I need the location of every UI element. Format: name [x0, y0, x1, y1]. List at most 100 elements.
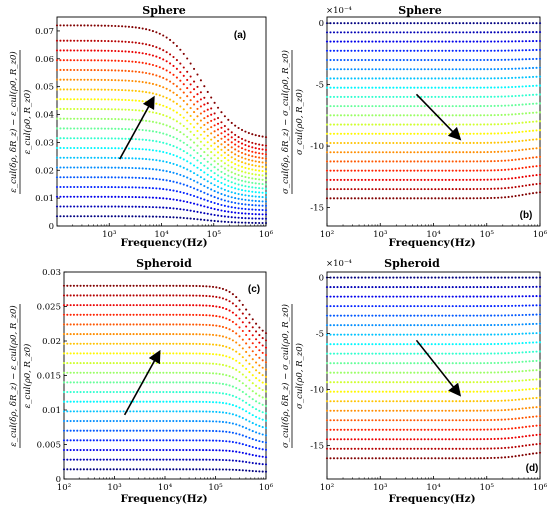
data-point: [486, 169, 489, 172]
data-point: [406, 40, 409, 43]
data-point: [97, 147, 100, 150]
data-point: [162, 151, 165, 154]
data-point: [172, 64, 175, 68]
data-point: [507, 408, 510, 411]
data-point: [203, 205, 206, 208]
data-point: [388, 114, 391, 117]
data-point: [165, 468, 168, 471]
data-point: [168, 400, 172, 403]
data-point: [325, 362, 329, 365]
data-point: [235, 396, 238, 399]
data-point: [395, 343, 398, 346]
data-point: [458, 105, 461, 108]
data-point: [444, 77, 447, 80]
data-point: [102, 352, 105, 355]
data-point: [234, 124, 237, 127]
data-point: [258, 182, 261, 185]
data-point: [476, 123, 479, 126]
series-3: [62, 439, 268, 451]
data-point: [521, 351, 524, 354]
data-point: [185, 342, 188, 345]
data-point: [72, 391, 75, 394]
data-point: [346, 188, 350, 191]
data-point: [507, 304, 510, 307]
data-point: [514, 323, 517, 326]
data-point: [193, 202, 196, 205]
data-point: [216, 220, 220, 223]
data-point: [493, 123, 496, 126]
data-point: [371, 151, 374, 154]
data-point: [350, 400, 353, 403]
data-point: [511, 351, 514, 355]
data-point: [208, 343, 211, 346]
data-point: [230, 181, 233, 184]
data-point: [353, 123, 356, 126]
data-point: [247, 181, 250, 184]
data-point: [234, 211, 237, 214]
data-point: [162, 86, 165, 89]
data-point: [69, 49, 72, 52]
data-point: [420, 409, 423, 412]
data-point: [395, 95, 398, 98]
data-point: [121, 166, 124, 169]
data-point: [476, 169, 479, 172]
data-point: [155, 294, 158, 297]
data-point: [193, 156, 196, 159]
data-point: [343, 286, 346, 289]
data-point: [206, 206, 209, 209]
data-point: [437, 419, 440, 422]
data-point: [416, 105, 419, 108]
data-point: [469, 295, 472, 298]
data-point: [110, 108, 113, 111]
series-8: [55, 137, 268, 190]
data-point: [430, 400, 433, 403]
data-point: [374, 105, 377, 108]
data-point: [86, 137, 89, 140]
data-point: [339, 49, 343, 52]
data-point: [332, 123, 336, 126]
data-point: [518, 131, 521, 134]
data-point: [264, 339, 268, 342]
data-point: [413, 105, 416, 108]
data-point: [336, 305, 339, 308]
data-point: [524, 313, 528, 316]
data-point: [208, 391, 211, 394]
data-point: [455, 58, 458, 62]
data-point: [251, 461, 254, 465]
data-point: [518, 121, 521, 125]
data-point: [535, 120, 538, 123]
data-point: [112, 323, 115, 326]
data-point: [395, 197, 398, 200]
data-point: [388, 295, 391, 298]
data-point: [538, 75, 542, 78]
data-point: [66, 439, 69, 442]
data-point: [182, 458, 185, 461]
data-point: [423, 105, 426, 108]
data-point: [117, 40, 120, 43]
data-point: [83, 68, 86, 72]
data-point: [486, 114, 489, 117]
data-point: [388, 188, 391, 191]
data-point: [93, 69, 96, 72]
data-point: [112, 381, 115, 384]
data-point: [465, 77, 468, 80]
data-point: [465, 276, 468, 279]
data-point: [497, 169, 500, 172]
data-point: [178, 410, 181, 413]
data-point: [465, 105, 468, 108]
data-point: [357, 188, 360, 191]
data-point: [135, 284, 138, 287]
data-point: [339, 371, 343, 374]
data-point: [244, 207, 247, 211]
data-point: [172, 429, 175, 432]
data-point: [185, 468, 188, 471]
data-point: [178, 400, 181, 403]
data-point: [444, 409, 447, 412]
data-point: [490, 58, 493, 62]
data-point: [360, 362, 363, 365]
data-point: [458, 419, 461, 422]
data-point: [448, 77, 451, 80]
data-point: [455, 305, 458, 308]
data-point: [162, 188, 165, 191]
data-point: [486, 381, 489, 384]
